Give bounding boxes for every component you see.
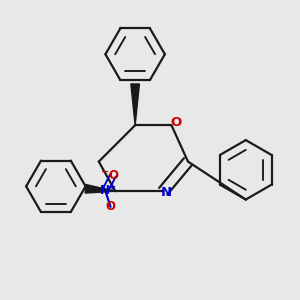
Text: N: N bbox=[161, 186, 172, 200]
Polygon shape bbox=[131, 84, 140, 125]
Text: N: N bbox=[100, 184, 110, 197]
Polygon shape bbox=[85, 184, 115, 193]
Text: −: − bbox=[101, 167, 109, 177]
Text: O: O bbox=[106, 200, 116, 213]
Text: +: + bbox=[108, 182, 117, 192]
Text: O: O bbox=[108, 169, 118, 182]
Text: O: O bbox=[170, 116, 182, 129]
